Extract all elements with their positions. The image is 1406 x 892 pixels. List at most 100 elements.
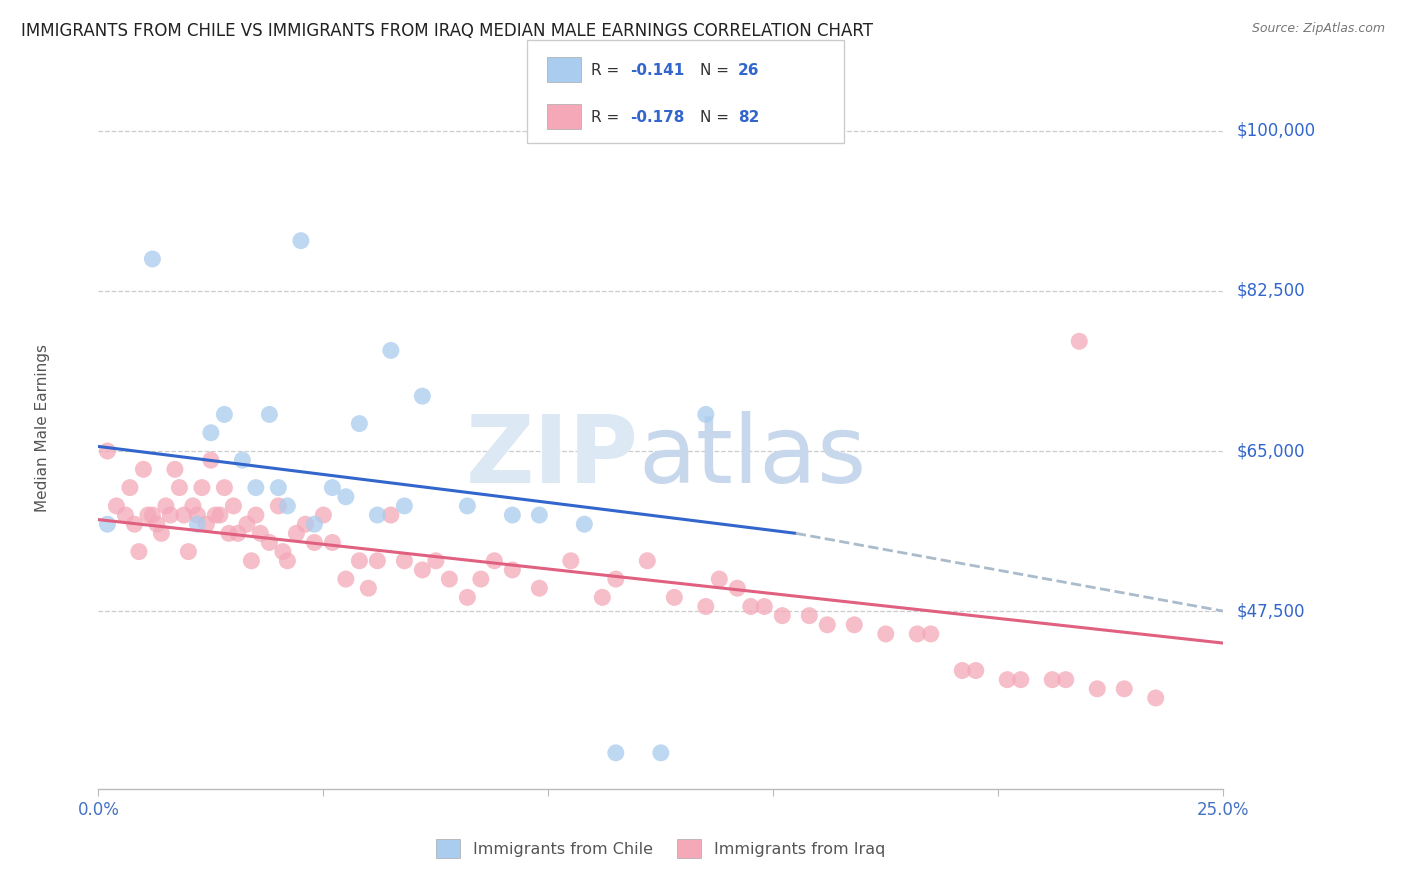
Point <box>155 499 177 513</box>
Point <box>695 599 717 614</box>
Point <box>159 508 181 522</box>
Point <box>304 535 326 549</box>
Point <box>394 499 416 513</box>
Text: -0.141: -0.141 <box>630 63 685 78</box>
Point <box>335 572 357 586</box>
Point <box>236 517 259 532</box>
Point <box>950 664 973 678</box>
Point <box>380 343 402 358</box>
Point <box>191 481 214 495</box>
Point <box>394 554 416 568</box>
Point <box>439 572 461 586</box>
Point <box>226 526 249 541</box>
Text: IMMIGRANTS FROM CHILE VS IMMIGRANTS FROM IRAQ MEDIAN MALE EARNINGS CORRELATION C: IMMIGRANTS FROM CHILE VS IMMIGRANTS FROM… <box>21 22 873 40</box>
Text: Median Male Earnings: Median Male Earnings <box>35 344 49 512</box>
Point <box>245 481 267 495</box>
Point <box>259 408 281 422</box>
Point <box>425 554 447 568</box>
Point <box>484 554 506 568</box>
Point <box>321 481 343 495</box>
Text: Source: ZipAtlas.com: Source: ZipAtlas.com <box>1251 22 1385 36</box>
Point <box>799 608 821 623</box>
Point <box>366 508 388 522</box>
Point <box>128 544 150 558</box>
Point <box>695 408 717 422</box>
Point <box>920 627 942 641</box>
Point <box>118 481 141 495</box>
Point <box>591 591 613 605</box>
Point <box>146 517 169 532</box>
Text: -0.178: -0.178 <box>630 110 685 125</box>
Point <box>290 234 312 248</box>
Point <box>136 508 159 522</box>
Point <box>529 581 551 595</box>
Point <box>312 508 335 522</box>
Text: 26: 26 <box>738 63 759 78</box>
Text: $47,500: $47,500 <box>1237 602 1305 620</box>
Point <box>204 508 226 522</box>
Point <box>357 581 380 595</box>
Text: 82: 82 <box>738 110 759 125</box>
Point <box>245 508 267 522</box>
Point <box>173 508 195 522</box>
Point <box>605 572 627 586</box>
Text: N =: N = <box>700 110 734 125</box>
Text: $65,000: $65,000 <box>1237 442 1305 460</box>
Point <box>1010 673 1032 687</box>
Point <box>124 517 146 532</box>
Point <box>285 526 308 541</box>
Point <box>725 581 748 595</box>
Point <box>150 526 173 541</box>
Point <box>195 517 218 532</box>
Point <box>470 572 492 586</box>
Point <box>271 544 294 558</box>
Legend: Immigrants from Chile, Immigrants from Iraq: Immigrants from Chile, Immigrants from I… <box>430 832 891 864</box>
Point <box>815 617 838 632</box>
Point <box>995 673 1018 687</box>
Point <box>214 481 236 495</box>
Point <box>114 508 136 522</box>
Point <box>132 462 155 476</box>
Point <box>636 554 658 568</box>
Point <box>267 481 290 495</box>
Point <box>259 535 281 549</box>
Point <box>276 499 298 513</box>
Point <box>214 408 236 422</box>
Point <box>218 526 240 541</box>
Point <box>411 563 433 577</box>
Point <box>1069 334 1091 349</box>
Point <box>456 499 478 513</box>
Point <box>664 591 686 605</box>
Point <box>456 591 478 605</box>
Point <box>200 425 222 440</box>
Point <box>1114 681 1136 696</box>
Text: $100,000: $100,000 <box>1237 122 1316 140</box>
Point <box>740 599 762 614</box>
Point <box>294 517 316 532</box>
Point <box>96 517 118 532</box>
Text: $82,500: $82,500 <box>1237 282 1305 300</box>
Point <box>349 554 371 568</box>
Point <box>501 508 523 522</box>
Point <box>105 499 128 513</box>
Text: atlas: atlas <box>638 411 866 503</box>
Point <box>200 453 222 467</box>
Point <box>141 508 163 522</box>
Point <box>1040 673 1063 687</box>
Point <box>574 517 596 532</box>
Point <box>1085 681 1108 696</box>
Point <box>905 627 928 641</box>
Point <box>321 535 343 549</box>
Point <box>96 444 118 458</box>
Point <box>560 554 582 568</box>
Point <box>529 508 551 522</box>
Point <box>335 490 357 504</box>
Point <box>169 481 191 495</box>
Point <box>177 544 200 558</box>
Point <box>186 517 208 532</box>
Point <box>366 554 388 568</box>
Point <box>276 554 298 568</box>
Point <box>501 563 523 577</box>
Text: R =: R = <box>591 110 624 125</box>
Text: N =: N = <box>700 63 734 78</box>
